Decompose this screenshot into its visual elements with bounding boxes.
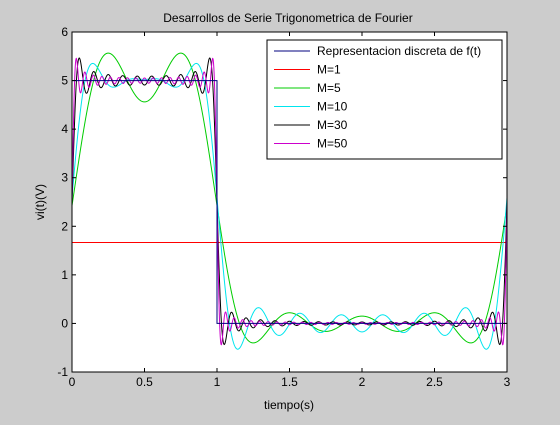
y-tick-label: -1: [57, 365, 68, 379]
x-tick-label: 0.5: [136, 375, 153, 389]
y-tick-label: 4: [61, 122, 68, 136]
legend-label: Representacion discreta de f(t): [317, 44, 481, 58]
x-tick-label: 1: [214, 375, 221, 389]
legend: Representacion discreta de f(t) M=1 M=5 M=1…: [266, 39, 503, 160]
y-axis-label: vi(t)(V): [33, 184, 47, 220]
legend-box: [266, 39, 503, 160]
x-tick-label: 3: [504, 375, 511, 389]
legend-label: M=50: [317, 137, 348, 151]
y-tick-label: 0: [61, 316, 68, 330]
x-tick-label: 0: [69, 375, 76, 389]
y-tick-label: 6: [61, 25, 68, 39]
legend-label: M=30: [317, 118, 348, 132]
y-tick-label: 3: [61, 171, 68, 185]
series-line-m-5: [72, 52, 507, 344]
legend-label: M=5: [317, 81, 341, 95]
x-tick-label: 1.5: [281, 375, 298, 389]
chart-title: Desarrollos de Serie Trigonometrica de F…: [163, 11, 412, 25]
series-layer: [72, 52, 507, 350]
x-axis-label: tiempo(s): [264, 398, 314, 412]
x-tick-label: 2.5: [426, 375, 443, 389]
series-line-m-30: [72, 57, 507, 346]
series-line-representacion-discreta-de-f-t-: [72, 80, 507, 324]
y-tick-label: 5: [61, 74, 68, 88]
legend-label: M=10: [317, 100, 348, 114]
x-tick-label: 2: [359, 375, 366, 389]
y-tick-label: 2: [61, 219, 68, 233]
series-line-m-50: [72, 57, 507, 346]
series-line-m-10: [72, 62, 507, 350]
y-tick-label: 1: [61, 268, 68, 282]
legend-label: M=1: [317, 63, 341, 77]
